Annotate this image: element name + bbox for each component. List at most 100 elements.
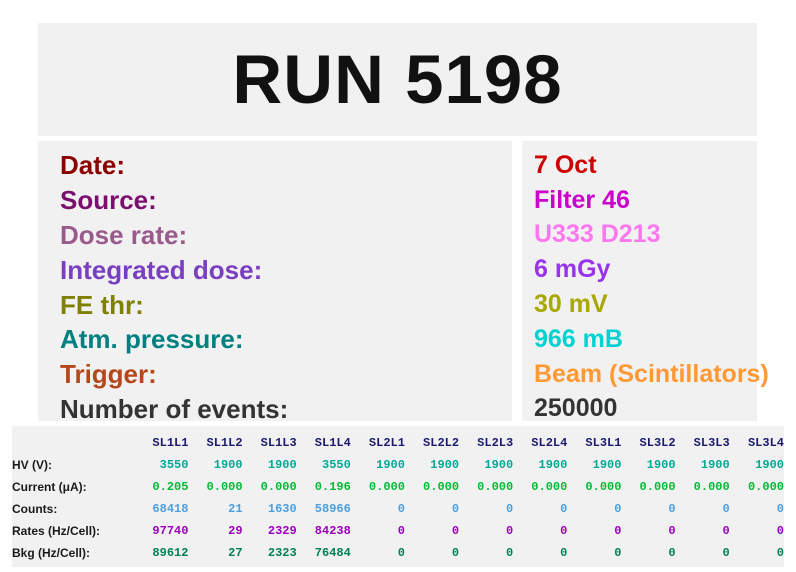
table-cell: 0	[722, 546, 730, 560]
info-value: U333 D213	[534, 220, 661, 249]
table-cell: 0	[505, 546, 514, 560]
table-cell: 1900	[646, 458, 676, 472]
info-label-row: Atm. pressure:	[60, 322, 512, 357]
info-label-row: Source:	[60, 183, 512, 218]
table-row: Rates (Hz/Cell): 97740 29 2329 84238 0 0 0 0 0 0 0 0	[12, 520, 784, 542]
info-label-row: FE thr:	[60, 287, 512, 322]
info-label-row: Integrated dose:	[60, 252, 512, 287]
info-value: Beam (Scintillators)	[534, 359, 769, 388]
table-cell: 0	[560, 546, 568, 560]
info-label: Number of events:	[60, 393, 289, 424]
table-cell: 0.000	[693, 480, 730, 494]
table-cell: 1900	[267, 458, 297, 472]
table-row-label: Counts:	[12, 502, 58, 516]
table-cell: 0	[451, 546, 460, 560]
table-cell: 1630	[267, 502, 297, 516]
info-value-row: 7 Oct	[534, 148, 757, 183]
table-column-header: SL2L3	[477, 436, 514, 450]
info-value-row: 250000	[534, 392, 757, 427]
table-cell: 97740	[152, 524, 189, 538]
table-cell: 0	[614, 546, 622, 560]
table-cell: 0.205	[152, 480, 189, 494]
info-value: Filter 46	[534, 185, 630, 214]
table-cell: 0	[722, 502, 730, 516]
table-cell: 0	[614, 524, 622, 538]
table-row: Counts: 68418 21 1630 58966 0 0 0 0 0 0 0 0	[12, 498, 784, 520]
table-cell: 1900	[430, 458, 460, 472]
table-cell: 0.000	[368, 480, 405, 494]
info-label: Trigger:	[60, 359, 157, 390]
table-cell: 0	[505, 502, 514, 516]
table-cell: 0	[776, 524, 784, 538]
info-value-row: 6 mGy	[534, 252, 757, 287]
table-cell: 1900	[484, 458, 514, 472]
table-cell: 68418	[152, 502, 189, 516]
table-cell: 0	[614, 502, 622, 516]
info-value: 7 Oct	[534, 150, 597, 179]
info-label: Atm. pressure:	[60, 324, 244, 355]
info-value-row: 30 mV	[534, 287, 757, 322]
table-cell: 0	[560, 502, 568, 516]
table-column-header: SL3L3	[693, 436, 730, 450]
info-value: 966 mB	[534, 324, 623, 353]
info-value-row: 966 mB	[534, 322, 757, 357]
table-column-header: SL3L2	[639, 436, 676, 450]
table-cell: 0	[397, 546, 405, 560]
table-cell: 0	[397, 524, 405, 538]
channel-summary-table: SL1L1 SL1L2 SL1L3 SL1L4 SL2L1 SL2L2 SL2L3 SL2L4…	[12, 432, 784, 564]
table-column-header: SL3L4	[747, 436, 784, 450]
table-cell: 0	[560, 524, 568, 538]
table-cell: 27	[228, 546, 243, 560]
table-cell: 1900	[213, 458, 243, 472]
table-column-header: SL1L1	[152, 436, 189, 450]
info-value: 6 mGy	[534, 255, 611, 284]
table-header-row: SL1L1 SL1L2 SL1L3 SL1L4 SL2L1 SL2L2 SL2L3 SL2L4…	[12, 432, 784, 454]
info-value-row: Beam (Scintillators)	[534, 357, 769, 392]
table-cell: 3550	[322, 458, 351, 472]
table-cell: 0	[451, 524, 460, 538]
table-cell: 0	[776, 546, 784, 560]
table-cell: 0	[505, 524, 514, 538]
table-cell: 89612	[152, 546, 189, 560]
table-cell: 0	[722, 524, 730, 538]
info-value-row: U333 D213	[534, 218, 757, 253]
table-cell: 0.196	[314, 480, 351, 494]
info-label-row: Date:	[60, 148, 512, 183]
table-cell: 76484	[314, 546, 351, 560]
table-cell: 1900	[755, 458, 784, 472]
table-cell: 2323	[267, 546, 297, 560]
table-cell: 21	[228, 502, 243, 516]
run-info-labels-panel: Date: Source: Dose rate: Integrated dose: FE…	[38, 141, 512, 422]
table-cell: 0	[397, 502, 405, 516]
table-column-header: SL1L2	[206, 436, 243, 450]
info-label: Integrated dose:	[60, 254, 263, 285]
table-row-label: Current (μA):	[12, 480, 87, 494]
table-cell: 0.000	[260, 480, 297, 494]
info-label-row: Number of events:	[60, 392, 512, 427]
table-cell: 0.000	[747, 480, 784, 494]
table-cell: 84238	[314, 524, 351, 538]
table-cell: 0	[451, 502, 460, 516]
table-row: Current (μA): 0.205 0.000 0.000 0.196 0.000 0.…	[12, 476, 784, 498]
table-cell: 0.000	[477, 480, 514, 494]
channel-summary-panel: SL1L1 SL1L2 SL1L3 SL1L4 SL2L1 SL2L2 SL2L3 SL2L4…	[12, 426, 784, 567]
table-corner-cell	[12, 432, 134, 454]
info-value-row: Filter 46	[534, 183, 757, 218]
table-cell: 1900	[538, 458, 568, 472]
table-cell: 0	[776, 502, 784, 516]
table-cell: 3550	[159, 458, 189, 472]
table-column-header: SL2L4	[531, 436, 568, 450]
table-column-header: SL2L1	[368, 436, 405, 450]
run-info-values-panel: 7 Oct Filter 46 U333 D213 6 mGy 30 mV 966 mB B…	[522, 141, 769, 421]
table-column-header: SL2L2	[423, 436, 460, 450]
table-cell: 0	[668, 546, 676, 560]
info-label-row: Trigger:	[60, 357, 512, 392]
table-column-header: SL3L1	[585, 436, 622, 450]
table-cell: 0.000	[531, 480, 568, 494]
info-label: Date:	[60, 150, 126, 181]
table-cell: 1900	[700, 458, 730, 472]
table-column-header: SL1L3	[260, 436, 297, 450]
table-row-label: HV (V):	[12, 458, 52, 472]
table-cell: 0.000	[585, 480, 622, 494]
table-cell: 0.000	[639, 480, 676, 494]
